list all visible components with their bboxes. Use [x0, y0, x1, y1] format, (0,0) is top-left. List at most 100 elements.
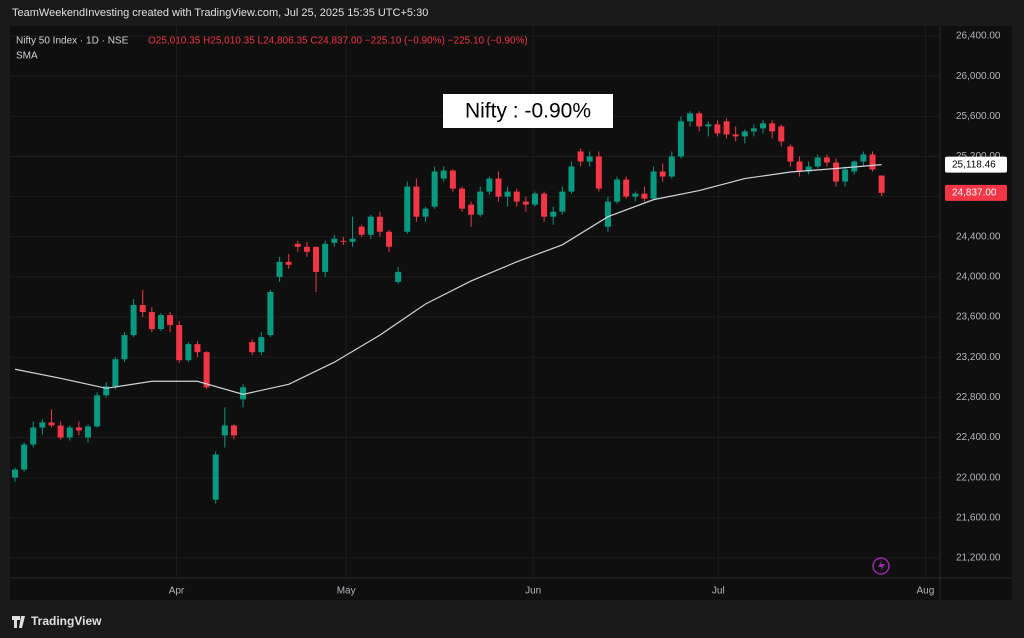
candle-body	[522, 201, 529, 205]
candle-body	[340, 240, 347, 242]
candle-body	[550, 211, 557, 217]
candle-body	[313, 246, 320, 272]
candle-body	[659, 171, 666, 177]
candle-body	[842, 169, 849, 182]
candle-body	[404, 186, 411, 232]
candle-body	[39, 422, 46, 428]
candle-body	[760, 123, 767, 129]
candle-body	[48, 422, 55, 426]
candle-body	[559, 191, 566, 212]
candle-body	[103, 386, 110, 396]
candle-body	[249, 342, 256, 353]
candle-body	[577, 151, 584, 162]
candle-body	[267, 291, 274, 336]
candle-body	[632, 193, 639, 197]
candle-body	[750, 128, 757, 132]
candle-body	[84, 426, 91, 438]
candle-body	[386, 231, 393, 247]
candle-body	[823, 157, 830, 163]
candle-body	[230, 425, 237, 436]
candle-body	[276, 261, 283, 277]
candle-body	[705, 124, 712, 127]
candle-body	[741, 131, 748, 137]
candle-body	[12, 469, 19, 478]
x-tick-label: May	[337, 586, 356, 597]
candle-body	[112, 359, 119, 387]
candle-body	[440, 170, 447, 179]
candle-body	[468, 204, 475, 215]
y-tick-label: 22,000.00	[956, 472, 1001, 483]
brand-logo	[12, 616, 25, 628]
y-tick-label: 22,400.00	[956, 432, 1001, 443]
candle-body	[623, 179, 630, 197]
annotation-box	[443, 94, 613, 128]
candle-body	[21, 444, 28, 470]
candle-body	[358, 226, 365, 235]
candle-body	[869, 154, 876, 170]
candle-body	[787, 146, 794, 162]
candle-body	[376, 216, 383, 232]
candle-body	[778, 126, 785, 142]
candle-body	[486, 178, 493, 192]
x-tick-label: Jun	[525, 586, 541, 597]
price-label: 25,118.46	[952, 159, 996, 170]
candle-body	[422, 208, 429, 217]
candle-body	[677, 121, 684, 157]
y-tick-label: 25,200.00	[956, 151, 1001, 162]
candle-body	[586, 156, 593, 162]
candle-body	[194, 344, 201, 353]
annotation: Nifty : -0.90%	[465, 100, 591, 123]
candle-body	[650, 171, 657, 199]
alert-icon[interactable]	[872, 557, 890, 575]
candle-body	[541, 193, 548, 217]
brand: TradingView	[31, 614, 102, 628]
candle-body	[878, 175, 885, 193]
y-tick-label: 25,600.00	[956, 111, 1001, 122]
x-tick-label: Jul	[712, 586, 725, 597]
candle-body	[121, 335, 128, 360]
y-tick-label: 24,000.00	[956, 272, 1001, 283]
indicator-name: SMA	[16, 51, 38, 62]
candle-body	[668, 156, 675, 177]
candle-body	[185, 344, 192, 361]
y-tick-label: 22,800.00	[956, 392, 1001, 403]
candle-body	[805, 166, 812, 172]
candle-body	[431, 171, 438, 207]
candle-body	[477, 191, 484, 215]
candle-body	[331, 238, 338, 243]
candle-body	[723, 121, 730, 135]
price-label-box	[945, 156, 1007, 173]
candle-body	[203, 352, 210, 388]
candle-body	[258, 337, 265, 353]
candle-body	[833, 162, 840, 182]
candle-body	[687, 113, 694, 122]
candle-body	[130, 305, 137, 336]
candle-body	[860, 154, 867, 162]
candle-body	[94, 395, 101, 427]
quote: O25,010.35 H25,010.35 L24,806.35 C24,837…	[148, 36, 528, 47]
candle-body	[413, 186, 420, 217]
candle-body	[176, 325, 183, 361]
candle-body	[769, 123, 776, 132]
candle-body	[568, 166, 575, 192]
candle-body	[513, 191, 520, 202]
symbol: Nifty 50 Index · 1D · NSE	[16, 36, 129, 47]
candle-body	[641, 193, 648, 199]
candle-body	[75, 427, 82, 431]
candle-body	[714, 124, 721, 134]
plot	[12, 111, 885, 504]
y-tick-label: 21,200.00	[956, 553, 1001, 564]
y-tick-label: 23,200.00	[956, 352, 1001, 363]
candle-body	[367, 216, 374, 235]
candle-body	[504, 191, 511, 197]
y-tick-label: 23,600.00	[956, 312, 1001, 323]
candle-body	[167, 315, 174, 326]
candle-body	[294, 243, 301, 247]
price-label-box	[945, 184, 1007, 201]
candle-body	[796, 161, 803, 172]
x-tick-label: Apr	[169, 586, 185, 597]
candle-body	[212, 454, 219, 500]
candle-body	[139, 305, 146, 313]
candle-body	[57, 425, 64, 438]
